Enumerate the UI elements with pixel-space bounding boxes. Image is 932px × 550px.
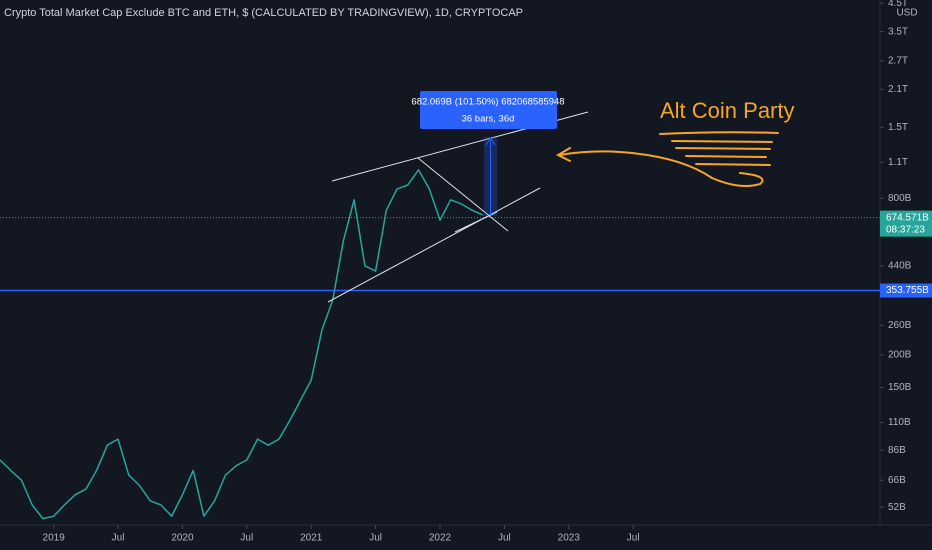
y-tick-label: 3.5T xyxy=(888,26,908,37)
x-tick-label: 2020 xyxy=(171,533,194,544)
x-tick-label: 2019 xyxy=(43,533,66,544)
y-tick-label: 52B xyxy=(888,502,906,513)
measure-text: 682.069B (101.50%) 682068585948 xyxy=(411,97,564,108)
countdown-label: 08:37:23 xyxy=(886,224,925,235)
measure-text: 36 bars, 36d xyxy=(462,114,515,125)
y-tick-label: 1.5T xyxy=(888,122,908,133)
measure-box xyxy=(420,91,557,129)
x-tick-label: Jul xyxy=(627,533,640,544)
measure-arrowhead xyxy=(485,137,496,146)
y-tick-label: 200B xyxy=(888,350,912,361)
price-label-bg xyxy=(880,210,932,237)
currency-label[interactable]: USD xyxy=(896,8,917,19)
y-tick-label: 4.5T xyxy=(888,0,908,9)
x-tick-label: Jul xyxy=(369,533,382,544)
y-tick-label: 440B xyxy=(888,261,912,272)
y-tick-label: 86B xyxy=(888,445,906,456)
x-tick-label: 2021 xyxy=(300,533,323,544)
x-tick-label: 2023 xyxy=(558,533,581,544)
x-tick-label: Jul xyxy=(240,533,253,544)
y-tick-label: 150B xyxy=(888,382,912,393)
y-tick-label: 1.1T xyxy=(888,157,908,168)
y-tick-label: 2.7T xyxy=(888,56,908,67)
y-tick-label: 110B xyxy=(888,417,911,428)
y-tick-label: 66B xyxy=(888,475,906,486)
price-label: 353.755B xyxy=(886,285,929,296)
annotation-scribble xyxy=(555,131,779,187)
y-tick-label: 2.1T xyxy=(888,84,908,95)
y-tick-label: 800B xyxy=(888,193,912,204)
x-tick-label: Jul xyxy=(112,533,125,544)
x-tick-label: 2022 xyxy=(429,533,452,544)
price-label: 674.571B xyxy=(886,212,929,223)
annotation: Alt Coin Party xyxy=(660,98,795,123)
y-tick-label: 260B xyxy=(888,320,912,331)
price-line xyxy=(0,169,484,520)
price-label-bg xyxy=(880,283,932,298)
x-tick-label: Jul xyxy=(498,533,511,544)
chart-title: Crypto Total Market Cap Exclude BTC and … xyxy=(4,7,523,19)
